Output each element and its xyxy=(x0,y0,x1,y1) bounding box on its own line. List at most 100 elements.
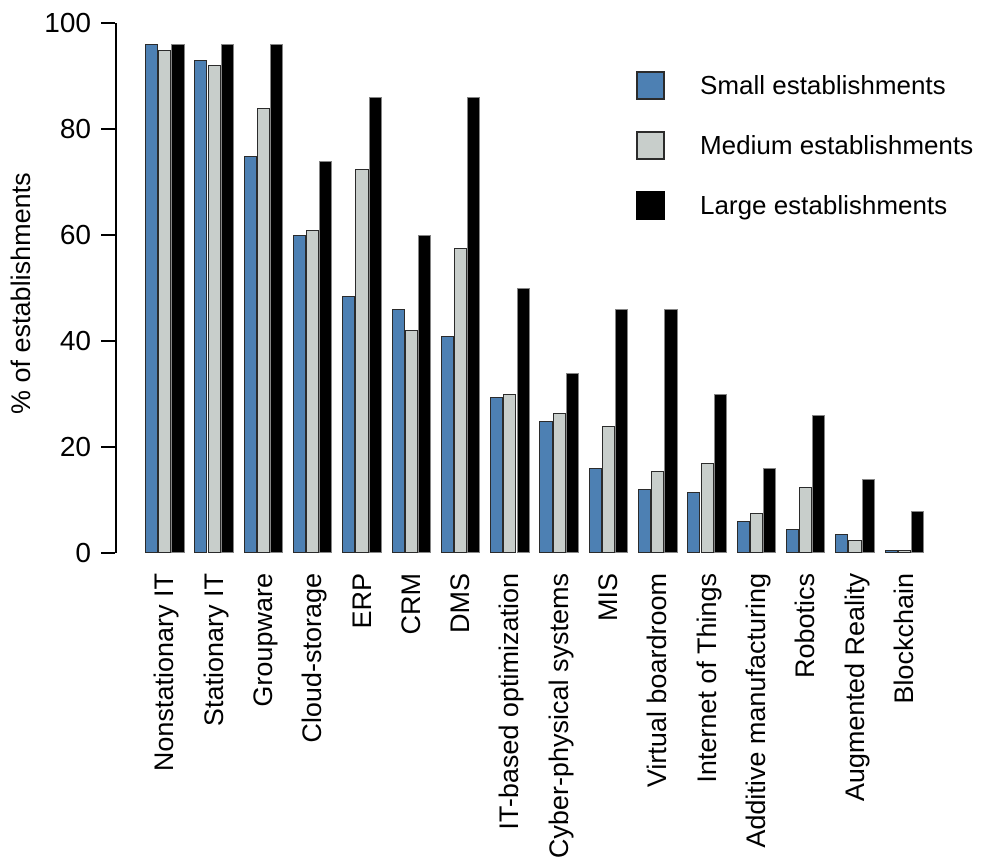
x-axis-label: Robotics xyxy=(790,573,822,678)
x-axis-label: Nonstationary IT xyxy=(149,573,181,771)
x-axis-label-text: Virtual boardroom xyxy=(642,573,673,788)
bar xyxy=(651,470,665,553)
bar xyxy=(243,155,257,553)
x-axis-label-text: Nonstationary IT xyxy=(149,573,180,772)
bar xyxy=(664,309,678,553)
bar xyxy=(454,248,468,553)
y-axis-tick xyxy=(101,22,115,24)
x-axis-label-text: Cloud-storage xyxy=(297,573,328,743)
bar xyxy=(171,44,185,553)
bar xyxy=(785,529,800,553)
bar xyxy=(503,394,517,553)
bar xyxy=(713,394,727,553)
x-axis-label: IT-based optimization xyxy=(494,573,526,830)
bar xyxy=(368,97,382,553)
bar xyxy=(552,412,566,553)
x-axis-label: CRM xyxy=(395,573,427,635)
x-axis-label-text: DMS xyxy=(445,573,476,633)
bar xyxy=(884,550,898,553)
y-axis-tick xyxy=(101,340,115,342)
y-axis-tick xyxy=(101,446,115,448)
x-axis-label: Groupware xyxy=(247,573,279,707)
x-axis-label: Augmented Reality xyxy=(839,573,871,801)
x-axis-label: Internet of Things xyxy=(691,573,723,783)
bar xyxy=(306,229,320,553)
x-axis-label: Additive manufacturing xyxy=(740,573,772,848)
legend-item: Large establishments xyxy=(636,190,947,221)
bar xyxy=(417,235,432,553)
bar xyxy=(835,534,849,553)
x-axis-label-text: Groupware xyxy=(247,573,278,707)
bar xyxy=(588,468,602,553)
bar xyxy=(812,415,826,553)
x-axis-label-text: ERP xyxy=(346,573,377,629)
y-axis-title: % of establishments xyxy=(6,172,36,414)
x-axis-label-text: Internet of Things xyxy=(691,573,722,783)
bar xyxy=(861,478,875,553)
x-axis-label: Cloud-storage xyxy=(297,573,329,743)
legend-label: Medium establishments xyxy=(700,130,974,160)
bar xyxy=(467,97,481,553)
legend-swatch xyxy=(636,71,665,100)
bar xyxy=(910,510,925,553)
bar xyxy=(440,335,454,553)
x-axis-label-text: MIS xyxy=(593,573,623,622)
plot-area: 0 20 40 60 80 100 Nonstationary IT Stationary … xyxy=(44,9,947,858)
x-axis-label-text: Augmented Reality xyxy=(839,573,870,802)
bar xyxy=(799,486,813,553)
x-axis-label: Cyber-physical systems xyxy=(543,573,575,858)
bar xyxy=(292,235,307,553)
x-axis-label: Blockchain xyxy=(888,573,920,704)
y-axis-tick xyxy=(101,552,115,554)
y-axis-tick-label: 100 xyxy=(44,7,91,38)
bar xyxy=(158,49,172,553)
x-axis-label-text: IT-based optimization xyxy=(494,573,525,830)
x-axis-label-text: Robotics xyxy=(790,573,821,679)
bar xyxy=(565,372,579,553)
bar xyxy=(319,160,333,553)
x-axis-label: ERP xyxy=(346,573,378,629)
bar xyxy=(270,44,284,553)
x-axis-label-text: Blockchain xyxy=(888,573,919,704)
bar xyxy=(220,44,234,553)
legend-swatch xyxy=(636,131,665,160)
bar xyxy=(687,492,701,553)
bar xyxy=(490,396,504,553)
bar xyxy=(256,107,270,553)
y-axis-tick-label: 60 xyxy=(59,219,91,250)
bar xyxy=(897,550,911,553)
bar xyxy=(342,295,356,553)
x-axis-label: Stationary IT xyxy=(198,573,230,726)
bar xyxy=(848,539,862,553)
bar xyxy=(391,309,405,553)
x-axis-label-text: CRM xyxy=(395,573,426,635)
legend-item: Small establishments xyxy=(636,70,946,101)
bar xyxy=(700,462,714,553)
bar xyxy=(207,65,221,553)
y-axis-tick-label: 80 xyxy=(59,113,91,144)
x-axis-label-text: Additive manufacturing xyxy=(740,573,771,848)
x-axis-label-text: Stationary IT xyxy=(198,573,229,727)
bar xyxy=(516,288,530,553)
x-axis-label: MIS xyxy=(593,573,625,621)
y-axis-tick-label: 20 xyxy=(59,431,91,462)
x-axis-label: DMS xyxy=(445,573,477,633)
bar xyxy=(749,513,763,553)
bar xyxy=(539,420,553,553)
bar xyxy=(145,44,159,553)
bar xyxy=(194,60,208,553)
bar xyxy=(404,330,418,553)
x-axis-label-text: Cyber-physical systems xyxy=(543,573,574,859)
x-axis-label: Virtual boardroom xyxy=(642,573,674,787)
bar xyxy=(355,168,369,553)
y-axis-tick-label: 0 xyxy=(75,537,91,568)
legend-swatch xyxy=(636,191,665,220)
y-axis-tick-label: 40 xyxy=(59,325,91,356)
bar xyxy=(736,521,750,553)
bar xyxy=(615,309,629,553)
legend-label: Small establishments xyxy=(700,70,946,100)
legend-item: Medium establishments xyxy=(636,130,973,161)
bar xyxy=(638,489,652,553)
y-axis-tick xyxy=(101,234,115,236)
